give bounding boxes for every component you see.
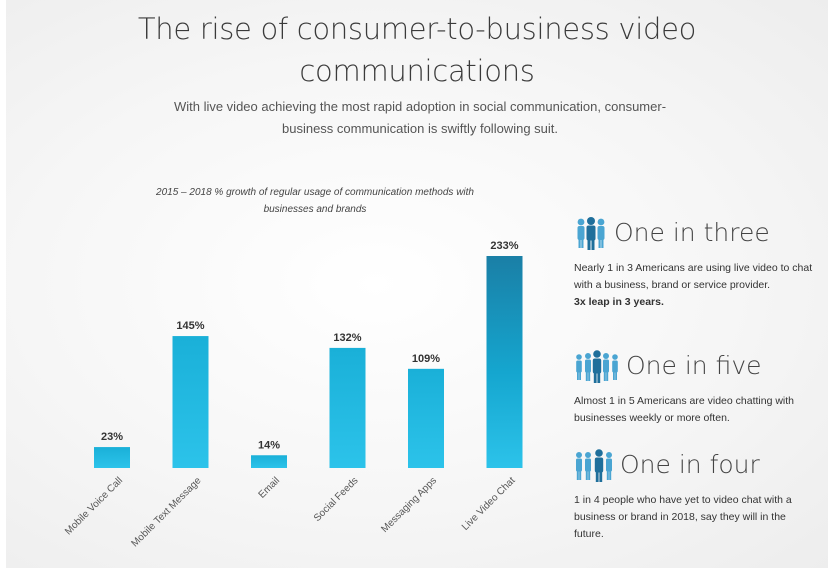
data-label-1: 145% <box>176 320 204 332</box>
tick-label-3: Social Feeds <box>312 475 361 524</box>
bar-5 <box>486 256 523 468</box>
chart-title: 2015 – 2018 % growth of regular usage of… <box>156 187 474 215</box>
tick-label-4: Messaging Apps <box>379 475 439 535</box>
data-label-0: 23% <box>101 431 123 443</box>
tick-label-5: Live Video Chat <box>460 475 518 533</box>
bar-1 <box>172 336 209 468</box>
data-label-2: 14% <box>258 439 280 451</box>
data-label-3: 132% <box>333 332 361 344</box>
tick-label-2: Email <box>257 475 282 500</box>
page-title: The rise of consumer-to-business video c… <box>0 8 834 92</box>
stat-body: Almost 1 in 5 Americans are video chatti… <box>574 395 795 424</box>
stat-body: Nearly 1 in 3 Americans are using live v… <box>574 262 813 291</box>
people-group-icon <box>574 347 620 383</box>
tick-label-1: Mobile Text Message <box>130 475 204 549</box>
title-line-2: communications <box>299 54 535 88</box>
stat-heading: One in four <box>620 449 760 479</box>
stat-emphasis: 3x leap in 3 years. <box>574 296 664 308</box>
stat-one-in-five: One in five Almost 1 in 5 Americans are … <box>574 345 814 427</box>
people-group-icon <box>574 214 608 250</box>
stat-heading: One in three <box>614 217 770 247</box>
bar-chart: 23% Mobile Voice Call 145% Mobile Text Mess… <box>63 240 523 549</box>
title-line-1: The rise of consumer-to-business video <box>137 12 697 46</box>
bar-3 <box>329 347 366 468</box>
stat-one-in-three: One in three Nearly 1 in 3 Americans are… <box>574 212 814 311</box>
bar-4 <box>408 368 444 468</box>
stat-heading: One in five <box>626 350 762 380</box>
stat-one-in-four: One in four 1 in 4 people who have yet t… <box>574 444 814 543</box>
people-group-icon <box>574 446 614 482</box>
bar-2 <box>251 455 287 468</box>
bar-0 <box>94 447 130 468</box>
tick-label-0: Mobile Voice Call <box>63 475 125 537</box>
subtitle: With live video achieving the most rapid… <box>173 99 667 136</box>
data-label-4: 109% <box>412 353 440 365</box>
infographic-frame <box>6 0 828 568</box>
stat-body: 1 in 4 people who have yet to video chat… <box>574 494 792 540</box>
data-label-5: 233% <box>490 240 518 252</box>
